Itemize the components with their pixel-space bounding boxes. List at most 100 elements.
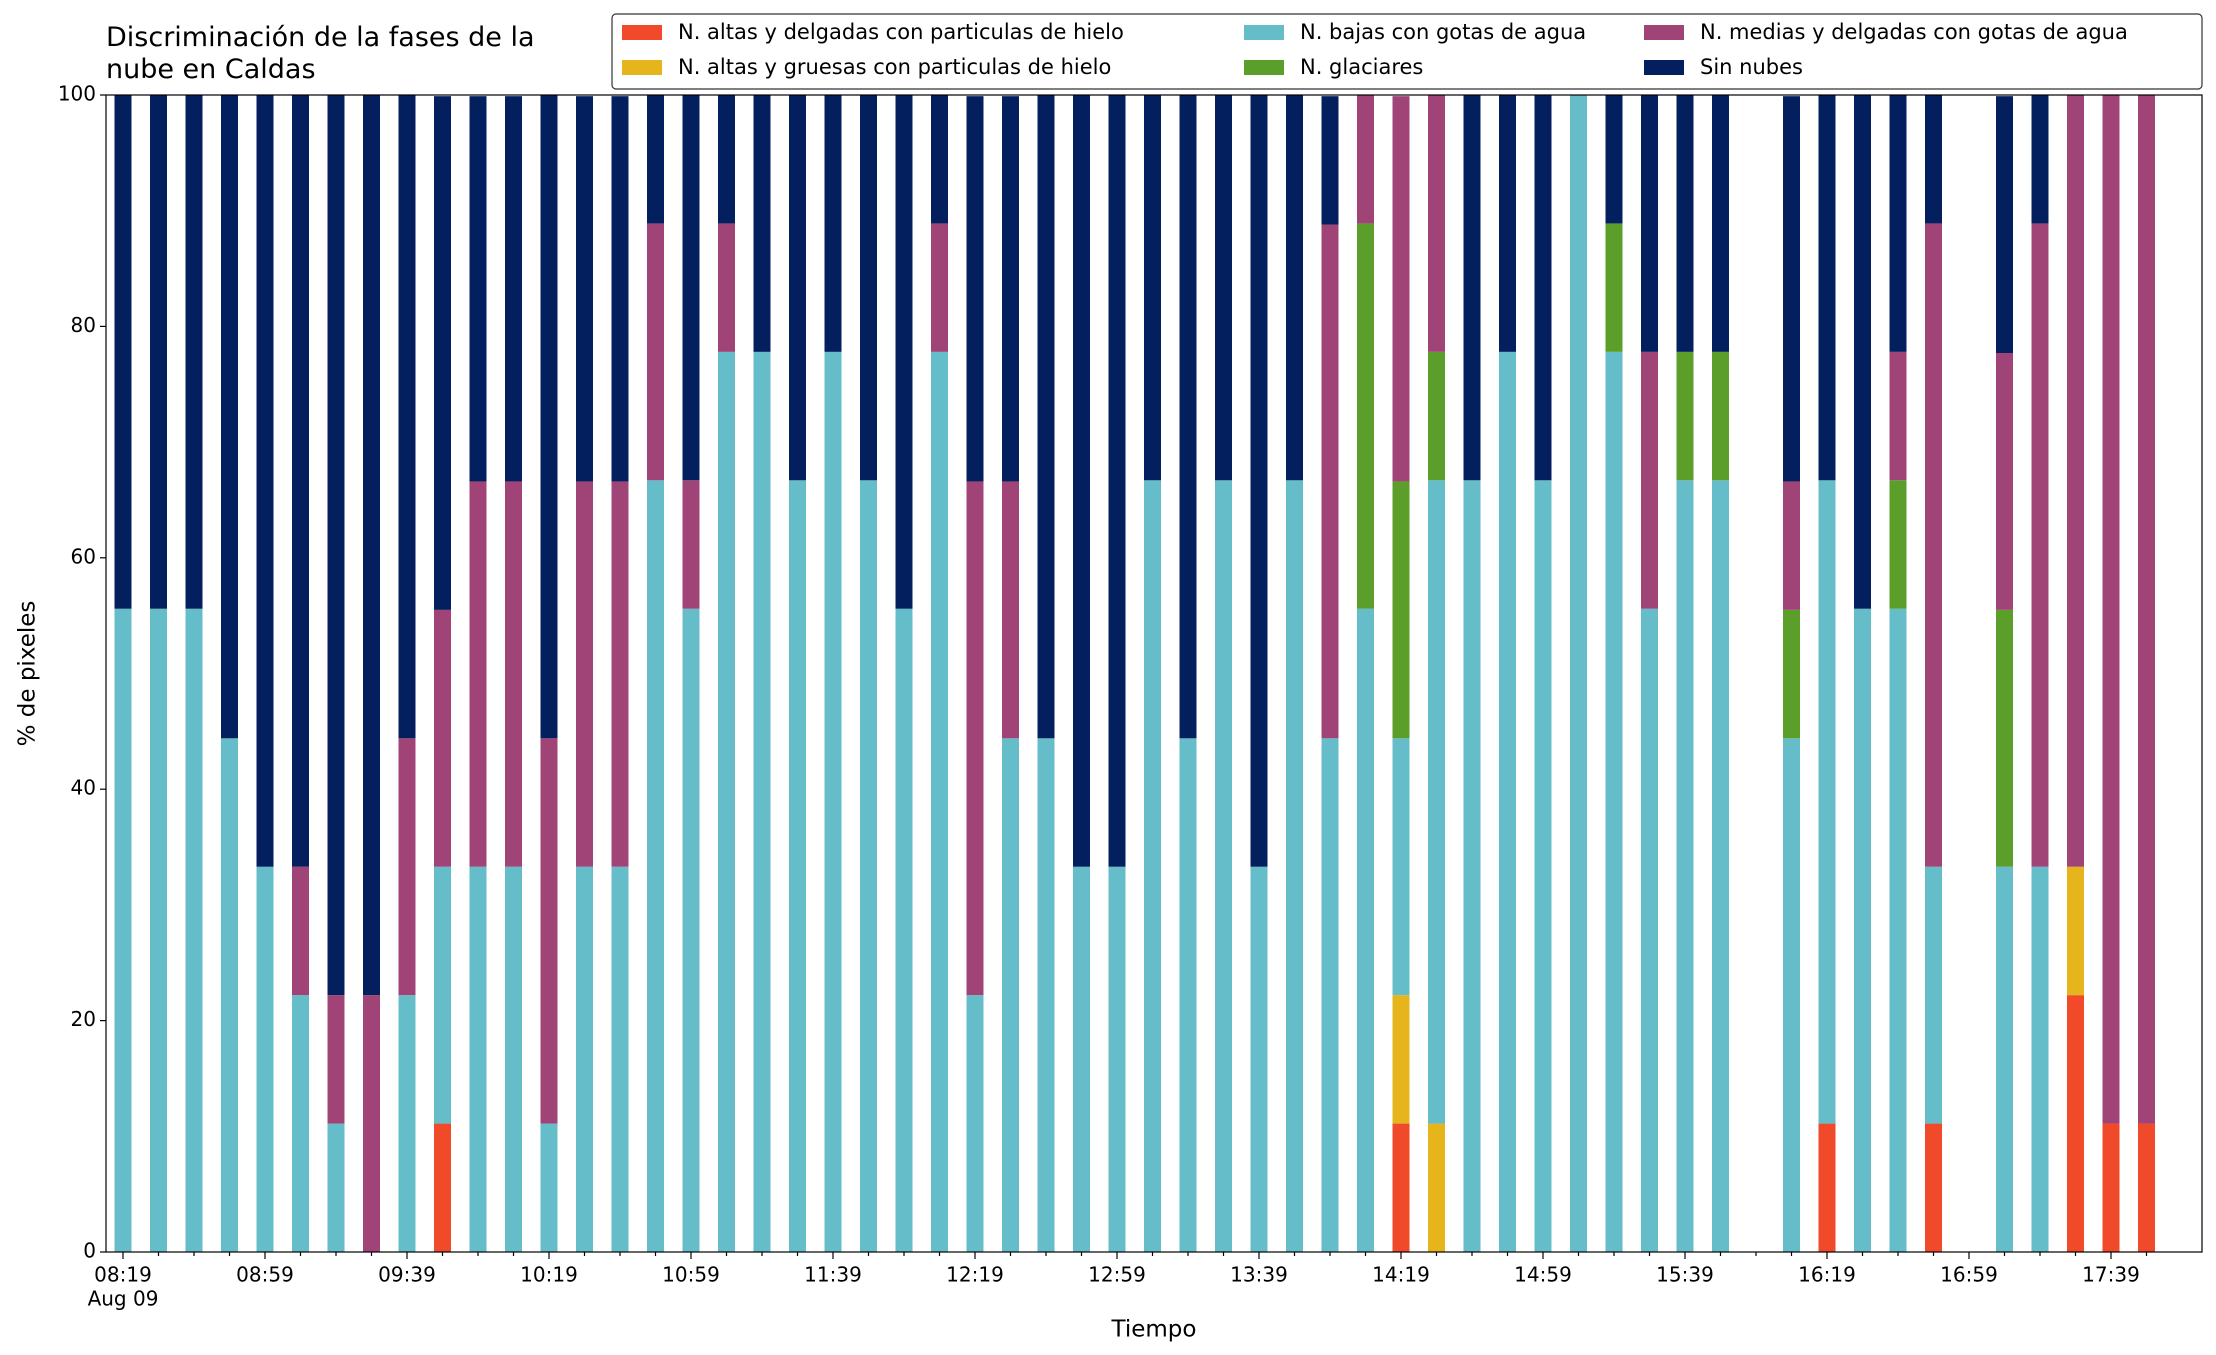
x-tick-label: 16:19: [1798, 1263, 1856, 1287]
y-tick-label: 20: [71, 1007, 96, 1031]
bar-segment: [931, 95, 948, 224]
bar-segment: [1712, 95, 1729, 352]
bar-segment: [256, 866, 274, 1252]
bar-segment: [682, 480, 700, 609]
bar-segment: [1534, 480, 1552, 1252]
x-tick-label: 09:39: [378, 1263, 436, 1287]
bar-segment: [1392, 1123, 1410, 1252]
bar-segment: [2031, 95, 2049, 224]
bar-segment: [824, 95, 842, 352]
bar-segment: [1641, 95, 1658, 352]
chart-title: Discriminación de la fases de la nube en…: [106, 22, 535, 85]
bar-segment: [860, 480, 877, 1252]
bar-segment: [1357, 95, 1374, 224]
bar-segment: [966, 96, 984, 482]
bar-segment: [1499, 351, 1516, 1252]
bar-segment: [469, 96, 487, 482]
legend-label: N. altas y delgadas con particulas de hi…: [678, 20, 1124, 44]
bar-segment: [1854, 95, 1871, 609]
bar-segment: [753, 95, 771, 352]
bar-segment: [789, 480, 806, 1252]
bar-segment: [1783, 609, 1800, 739]
bar-segment: [1321, 224, 1339, 739]
legend-swatch: [1244, 25, 1284, 40]
x-tick-label: 14:59: [1514, 1263, 1572, 1287]
bar-segment: [540, 1123, 558, 1252]
bar-segment: [1357, 608, 1374, 1252]
x-tick-label: 12:19: [946, 1263, 1004, 1287]
bar-segment: [327, 95, 345, 996]
bar-segment: [1818, 480, 1836, 1124]
bar-segment: [1463, 480, 1481, 1252]
bar-segment: [1428, 1123, 1445, 1252]
bar-segment: [966, 995, 984, 1252]
bar-segment: [434, 1123, 451, 1252]
bar-segment: [1392, 738, 1410, 996]
bar-segment: [1783, 481, 1800, 610]
bar-segment: [611, 96, 629, 482]
bar-segment: [1925, 223, 1942, 867]
y-tick-label: 60: [71, 544, 96, 568]
bar-segment: [1428, 95, 1445, 352]
legend-swatch: [622, 60, 662, 75]
bar-segment: [1215, 95, 1232, 481]
legend-swatch: [1644, 60, 1684, 75]
bar-segment: [931, 223, 948, 352]
x-date-label: Aug 09: [88, 1287, 159, 1311]
bar-segment: [185, 608, 203, 1252]
bar-segment: [895, 95, 913, 609]
bar-segment: [824, 351, 842, 1252]
bar-segment: [647, 95, 664, 224]
bar-segment: [718, 351, 735, 1252]
bar-segment: [1996, 96, 2013, 354]
y-tick-label: 100: [58, 82, 96, 106]
bar-segment: [540, 738, 558, 1124]
bar-segment: [1108, 95, 1126, 867]
bar-segment: [1641, 351, 1658, 609]
x-tick-label: 11:39: [804, 1263, 862, 1287]
x-tick-label: 14:19: [1372, 1263, 1430, 1287]
x-tick-label: 16:59: [1940, 1263, 1998, 1287]
bar-segment: [2067, 866, 2084, 996]
bar-segment: [2067, 95, 2084, 867]
legend-box: [611, 13, 2203, 90]
bar-segment: [682, 608, 700, 1252]
bar-segment: [2067, 995, 2084, 1252]
bar-segment: [221, 738, 238, 1252]
x-tick-label: 10:59: [662, 1263, 720, 1287]
bar-segment: [292, 95, 309, 867]
bar-segment: [1712, 351, 1729, 481]
bar-segment: [363, 95, 380, 996]
bar-segment: [1250, 866, 1268, 1252]
bar-segment: [1250, 95, 1268, 867]
bar-segment: [1179, 95, 1197, 739]
bar-segment: [1676, 95, 1694, 352]
bar-segment: [256, 95, 274, 867]
bar-segment: [1889, 95, 1907, 352]
bar-segment: [576, 96, 593, 482]
bar-segment: [1925, 1123, 1942, 1252]
bar-segment: [1712, 480, 1729, 1252]
bar-segment: [1783, 96, 1800, 482]
bar-segment: [363, 995, 380, 1252]
bar-segment: [1002, 738, 1019, 1252]
bar-segment: [1392, 96, 1410, 482]
x-tick-label: 17:39: [2082, 1263, 2140, 1287]
y-tick-label: 40: [71, 776, 96, 800]
bar-segment: [114, 95, 132, 609]
bar-segment: [931, 351, 948, 1252]
bar-segment: [434, 609, 451, 867]
x-tick-label: 12:59: [1088, 1263, 1146, 1287]
x-tick-label: 13:39: [1230, 1263, 1288, 1287]
bar-segment: [2102, 1123, 2120, 1252]
bar-segment: [1392, 481, 1410, 739]
bar-segment: [1534, 95, 1552, 481]
x-tick-label: 10:19: [520, 1263, 578, 1287]
bar-segment: [2138, 95, 2155, 1124]
bar-segment: [718, 223, 735, 352]
bar-segment: [1641, 608, 1658, 1252]
bar-segment: [505, 866, 522, 1252]
bar-segment: [1925, 866, 1942, 1124]
